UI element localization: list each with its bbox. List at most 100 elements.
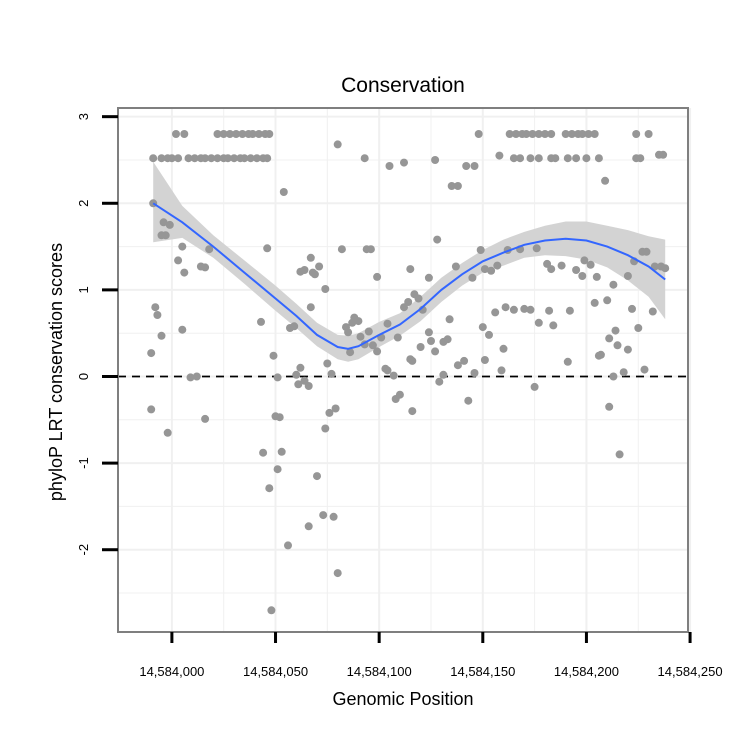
data-point — [238, 130, 247, 138]
data-point — [393, 333, 402, 342]
data-point — [464, 396, 473, 405]
smooth-line-layer — [152, 202, 666, 350]
data-point — [590, 298, 599, 307]
data-point — [509, 305, 518, 314]
x-tick-label: 14,584,200 — [554, 664, 619, 679]
data-point — [561, 130, 570, 138]
data-point — [265, 484, 274, 493]
y-tick-label: 1 — [76, 286, 91, 293]
data-point — [192, 372, 201, 381]
data-point — [356, 332, 365, 341]
data-point — [480, 356, 489, 364]
data-point — [659, 150, 668, 159]
data-point — [605, 402, 614, 411]
data-point — [501, 303, 510, 312]
data-point — [263, 154, 272, 163]
data-point — [366, 245, 375, 254]
data-point — [445, 315, 454, 324]
data-point — [225, 130, 234, 138]
data-point — [167, 154, 176, 163]
data-point — [596, 350, 605, 359]
data-point — [219, 130, 228, 138]
data-point — [493, 261, 502, 270]
data-point — [149, 154, 158, 163]
data-point — [201, 414, 210, 423]
data-point — [161, 231, 170, 240]
data-point — [223, 154, 232, 163]
data-point — [333, 569, 342, 578]
chart-title: Conservation — [341, 74, 465, 97]
data-point — [383, 366, 392, 375]
data-point — [609, 372, 618, 381]
data-point — [180, 130, 189, 138]
data-point — [532, 244, 541, 253]
data-point — [594, 154, 603, 163]
data-point — [313, 472, 321, 481]
data-point — [650, 262, 659, 271]
axes: 14,584,000 14,584,050 14,584,100 14,584,150… — [76, 113, 723, 679]
y-tick-label: 0 — [76, 373, 91, 380]
data-point — [534, 154, 543, 163]
confidence-ribbon-layer — [153, 161, 666, 362]
data-point — [259, 448, 268, 457]
data-point — [296, 363, 305, 372]
data-point — [547, 265, 556, 274]
data-point — [240, 154, 249, 163]
data-point — [443, 335, 452, 344]
data-point — [178, 242, 187, 251]
data-point — [661, 264, 670, 273]
data-point — [582, 154, 591, 163]
data-point — [165, 220, 174, 229]
data-point — [186, 373, 195, 382]
data-point — [613, 341, 622, 350]
y-tick-label: -1 — [76, 457, 91, 469]
data-point — [408, 356, 417, 365]
data-point — [462, 162, 471, 170]
data-point — [306, 253, 315, 262]
data-point — [207, 154, 216, 163]
data-point — [470, 162, 479, 170]
data-point — [431, 156, 440, 164]
x-tick-label: 14,584,250 — [658, 664, 723, 679]
data-point — [485, 330, 493, 339]
data-point — [605, 334, 614, 343]
data-point — [213, 130, 222, 138]
data-point — [300, 266, 309, 274]
data-point — [159, 218, 168, 227]
data-point — [184, 154, 193, 163]
data-point — [611, 326, 620, 335]
data-point — [623, 345, 632, 354]
data-point — [505, 130, 514, 138]
data-point — [263, 244, 272, 253]
data-point — [292, 370, 301, 379]
x-tick-label: 14,584,100 — [347, 664, 412, 679]
data-point — [373, 347, 382, 356]
data-point — [354, 317, 363, 326]
data-point — [453, 361, 462, 370]
data-point — [385, 162, 394, 170]
data-point — [601, 176, 610, 185]
data-point — [634, 324, 643, 332]
data-point — [201, 263, 210, 272]
data-point — [572, 154, 581, 163]
data-point — [509, 154, 518, 163]
data-point — [628, 304, 636, 313]
data-point — [327, 369, 336, 378]
data-point — [522, 130, 531, 138]
data-point — [395, 390, 404, 399]
data-point — [337, 245, 346, 254]
data-point — [190, 154, 199, 163]
data-point — [534, 318, 543, 327]
data-point — [346, 348, 355, 357]
data-point — [497, 366, 506, 375]
data-point — [344, 328, 353, 337]
data-point — [512, 130, 520, 138]
data-point — [468, 273, 477, 282]
data-point — [592, 272, 601, 281]
data-point — [383, 319, 392, 328]
data-point — [201, 154, 210, 163]
data-point — [433, 235, 442, 244]
data-point — [180, 268, 189, 277]
data-point — [563, 154, 572, 163]
data-point — [333, 140, 342, 149]
